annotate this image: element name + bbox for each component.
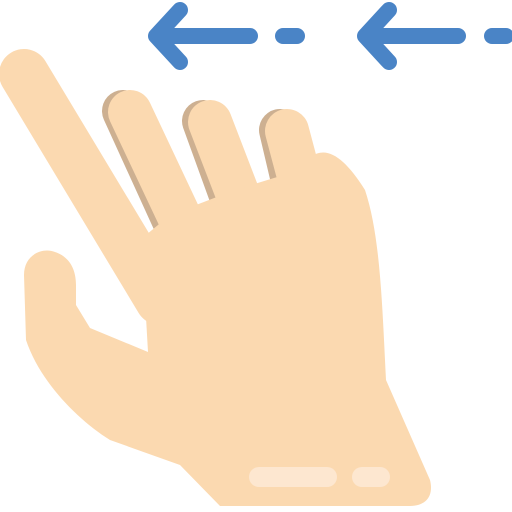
palm — [24, 152, 432, 506]
left-arrow-icon — [357, 2, 512, 70]
hand-icon — [0, 49, 432, 506]
ring-finger — [188, 100, 262, 222]
left-arrow-icon — [148, 2, 305, 70]
index-finger — [0, 49, 185, 325]
wristband-stripe-long — [249, 467, 337, 487]
wristband-stripe-short — [352, 467, 390, 487]
